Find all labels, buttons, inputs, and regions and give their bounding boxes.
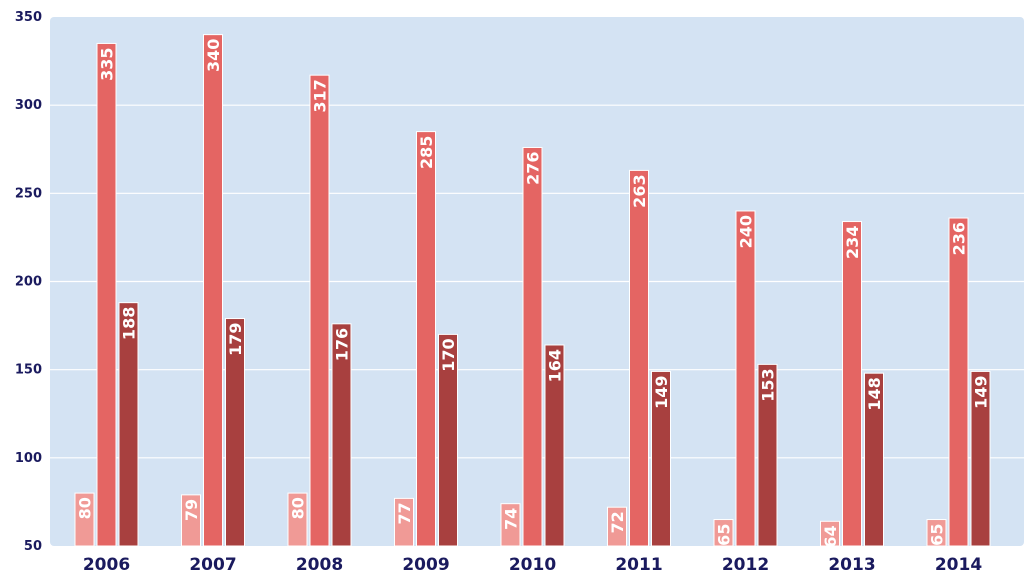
bar — [864, 372, 884, 547]
bar — [96, 42, 117, 547]
bar-value-label: 234 — [843, 226, 862, 259]
bar — [926, 519, 947, 547]
x-axis: 2006 2007 2008 2009 2010 2011 2012 2013 2014 — [83, 555, 982, 575]
y-tick-label: 100 — [15, 451, 42, 466]
bar — [735, 210, 756, 547]
x-tick-label: 2008 — [296, 555, 343, 575]
bar — [203, 34, 223, 547]
bar-value-label: 79 — [182, 499, 201, 521]
bars: 80 335 188 79 340 179 80 317 176 77 285 170 74 276 164… — [74, 34, 991, 548]
bar-value-label: 74 — [502, 508, 521, 530]
bar-value-label: 335 — [98, 47, 117, 80]
bar-value-label: 80 — [289, 497, 308, 519]
bar-value-label: 317 — [311, 79, 330, 112]
bar — [287, 492, 308, 547]
x-tick-label: 2009 — [402, 555, 449, 575]
bar — [225, 318, 245, 547]
bar-value-label: 176 — [333, 328, 352, 361]
bar — [948, 217, 969, 547]
bar-value-label: 80 — [76, 497, 95, 519]
x-tick-label: 2007 — [189, 555, 236, 575]
x-tick-label: 2011 — [615, 555, 662, 575]
bar-value-label: 263 — [630, 174, 649, 207]
y-tick-label: 50 — [24, 539, 42, 554]
bar-value-label: 164 — [546, 349, 565, 382]
bar — [522, 146, 543, 547]
y-tick-label: 150 — [15, 363, 42, 378]
bar-value-label: 153 — [759, 368, 778, 401]
bar — [820, 520, 840, 547]
bar — [118, 302, 139, 547]
bar — [331, 323, 352, 547]
bar-value-label: 149 — [652, 375, 671, 408]
y-tick-label: 200 — [15, 275, 42, 290]
bar-value-label: 64 — [821, 525, 840, 547]
bar — [181, 494, 201, 547]
bar-value-label: 240 — [737, 215, 756, 248]
bar — [394, 497, 414, 547]
bar — [74, 492, 95, 547]
bar-value-label: 72 — [608, 511, 627, 533]
bar-value-label: 77 — [395, 502, 414, 524]
bar — [438, 333, 458, 547]
bar-value-label: 170 — [439, 338, 458, 371]
y-tick-label: 300 — [15, 98, 42, 113]
bar-value-label: 276 — [524, 151, 543, 184]
y-tick-label: 250 — [15, 186, 42, 201]
bar — [629, 169, 649, 547]
bar-value-label: 149 — [972, 375, 991, 408]
y-tick-label: 350 — [15, 10, 42, 25]
bar-value-label: 65 — [715, 524, 734, 546]
bar-value-label: 148 — [865, 377, 884, 410]
bar — [713, 519, 734, 547]
bar-value-label: 188 — [120, 307, 139, 340]
bar — [500, 503, 521, 547]
x-tick-label: 2006 — [83, 555, 130, 575]
x-tick-label: 2013 — [828, 555, 875, 575]
bar-value-label: 340 — [204, 39, 223, 72]
bar-value-label: 179 — [226, 323, 245, 356]
bar-value-label: 285 — [417, 136, 436, 169]
x-tick-label: 2014 — [935, 555, 982, 575]
bar-value-label: 236 — [950, 222, 969, 255]
bar — [757, 363, 778, 547]
bar-value-label: 65 — [928, 524, 947, 546]
bar — [607, 506, 627, 547]
bar — [309, 74, 330, 547]
y-axis: 50 100 150 200 250 300 350 — [15, 10, 42, 554]
bar — [970, 370, 991, 547]
bar — [651, 370, 671, 547]
bar — [544, 344, 565, 547]
bar — [842, 221, 862, 547]
x-tick-label: 2010 — [509, 555, 556, 575]
x-tick-label: 2012 — [722, 555, 769, 575]
bar — [416, 131, 436, 547]
